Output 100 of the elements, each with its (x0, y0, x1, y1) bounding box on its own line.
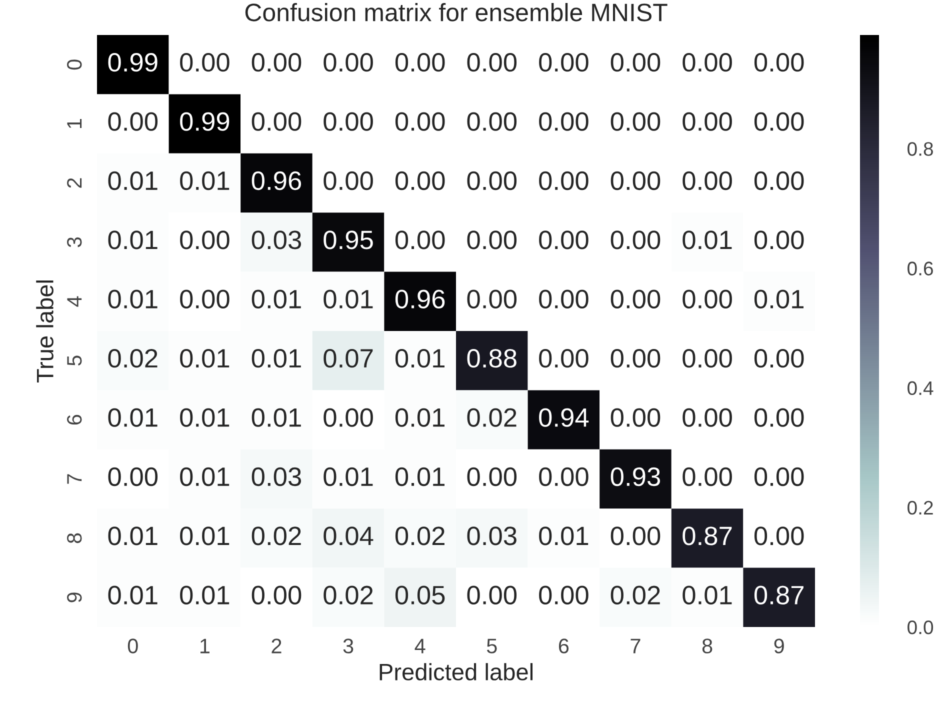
data-label: 0.00 (467, 586, 517, 604)
data-label: 0.00 (180, 290, 230, 308)
data-label: 0.00 (539, 586, 588, 604)
data-label: 0.01 (180, 171, 230, 190)
data-label: 0.00 (610, 171, 660, 190)
data-label: 0.01 (252, 408, 301, 427)
data-label: 0.04 (324, 526, 374, 546)
data-label: 0.02 (610, 586, 660, 604)
data-label: 0.00 (467, 290, 517, 308)
data-label: 0.00 (395, 230, 445, 250)
data-label: 0.00 (610, 408, 660, 427)
data-label: 0.01 (180, 467, 230, 486)
data-label: 0.00 (754, 171, 804, 190)
color-bar-label: 0.4 (908, 381, 934, 396)
data-label: 0.00 (610, 112, 660, 131)
data-label: 0.00 (467, 52, 517, 72)
data-label: 0.96 (395, 290, 445, 308)
data-label: 0.00 (754, 112, 804, 131)
data-label: 0.00 (539, 348, 588, 368)
data-label: 0.01 (180, 348, 230, 368)
data-label: 0.00 (324, 408, 373, 427)
data-label: 0.88 (467, 348, 516, 368)
data-label: 0.00 (467, 230, 517, 250)
data-label: 0.00 (252, 112, 302, 131)
y-tick-label: 8 (67, 533, 82, 544)
data-label: 0.00 (754, 408, 804, 427)
data-label: 0.99 (108, 52, 158, 72)
data-label: 0.00 (324, 112, 373, 131)
data-label: 0.00 (539, 171, 588, 190)
data-label: 0.02 (252, 526, 301, 546)
y-tick-label: 4 (67, 296, 82, 307)
x-tick-label: 2 (272, 638, 282, 654)
y-tick-label: 6 (67, 414, 82, 425)
data-label: 0.01 (754, 290, 804, 308)
data-label: 0.94 (539, 408, 589, 427)
color-bar-label: 0.0 (908, 620, 934, 634)
data-label: 0.00 (108, 112, 158, 131)
data-label: 0.00 (754, 52, 804, 72)
data-label: 0.00 (324, 52, 373, 72)
data-label: 0.05 (395, 586, 445, 604)
data-label: 0.00 (467, 171, 517, 190)
y-tick-label: 0 (67, 60, 82, 70)
data-label: 0.00 (539, 112, 588, 131)
data-label: 0.07 (324, 348, 373, 368)
data-label: 0.01 (395, 408, 444, 427)
data-label: 0.00 (108, 467, 158, 486)
data-label: 0.01 (395, 467, 444, 486)
data-label: 0.00 (682, 171, 732, 190)
data-label: 0.00 (754, 230, 804, 250)
data-label: 0.00 (539, 230, 588, 250)
data-label: 0.02 (395, 526, 444, 546)
data-label: 0.03 (467, 526, 516, 546)
data-label: 0.01 (108, 230, 158, 250)
data-label: 0.00 (467, 467, 517, 486)
data-label: 0.01 (108, 408, 158, 427)
data-label: 0.00 (682, 112, 732, 131)
data-label: 0.01 (395, 348, 444, 368)
data-label: 0.87 (754, 586, 804, 604)
data-label: 0.00 (682, 467, 732, 486)
x-axis-title: Predicted label (380, 663, 533, 680)
y-tick-label: 9 (67, 592, 82, 602)
data-label: 0.00 (252, 52, 302, 72)
data-label: 0.00 (395, 112, 445, 131)
data-label: 0.01 (324, 290, 373, 308)
y-axis-title: True label (36, 280, 54, 383)
data-label: 0.03 (252, 230, 302, 250)
x-tick-label: 5 (486, 638, 497, 654)
data-label: 0.02 (467, 408, 516, 427)
data-label: 0.00 (395, 52, 445, 72)
color-bar-label: 0.8 (908, 142, 933, 156)
data-label: 0.01 (180, 586, 230, 604)
data-label: 0.01 (108, 171, 158, 190)
data-label: 0.00 (610, 52, 660, 72)
data-label: 0.00 (539, 290, 588, 308)
color-bar-label: 0.6 (908, 262, 933, 276)
y-tick-label: 2 (67, 178, 82, 188)
data-label: 0.00 (539, 467, 588, 486)
data-label: 0.93 (610, 467, 660, 486)
data-label: 0.00 (754, 467, 804, 486)
chart-title: Confusion matrix for ensemble MNIST (245, 2, 668, 22)
data-label: 0.00 (682, 290, 732, 308)
y-tick-label: 5 (67, 356, 82, 366)
data-label: 0.01 (324, 467, 373, 486)
data-label: 0.00 (610, 230, 660, 250)
data-label: 0.00 (539, 52, 588, 72)
data-label: 0.02 (324, 586, 373, 604)
y-tick-label: 1 (67, 119, 82, 128)
x-tick-label: 6 (558, 638, 569, 654)
data-label: 0.00 (180, 52, 230, 72)
data-label: 0.01 (180, 408, 230, 427)
data-label: 0.00 (395, 171, 445, 190)
data-label: 0.00 (610, 290, 660, 308)
x-tick-label: 8 (702, 638, 712, 654)
data-label: 0.01 (682, 230, 732, 250)
data-label: 0.03 (252, 467, 302, 486)
x-tick-label: 3 (343, 638, 354, 654)
data-label: 0.00 (682, 348, 732, 368)
x-tick-label: 7 (630, 638, 640, 654)
data-label: 0.00 (467, 112, 517, 131)
y-tick-label: 3 (67, 237, 82, 248)
